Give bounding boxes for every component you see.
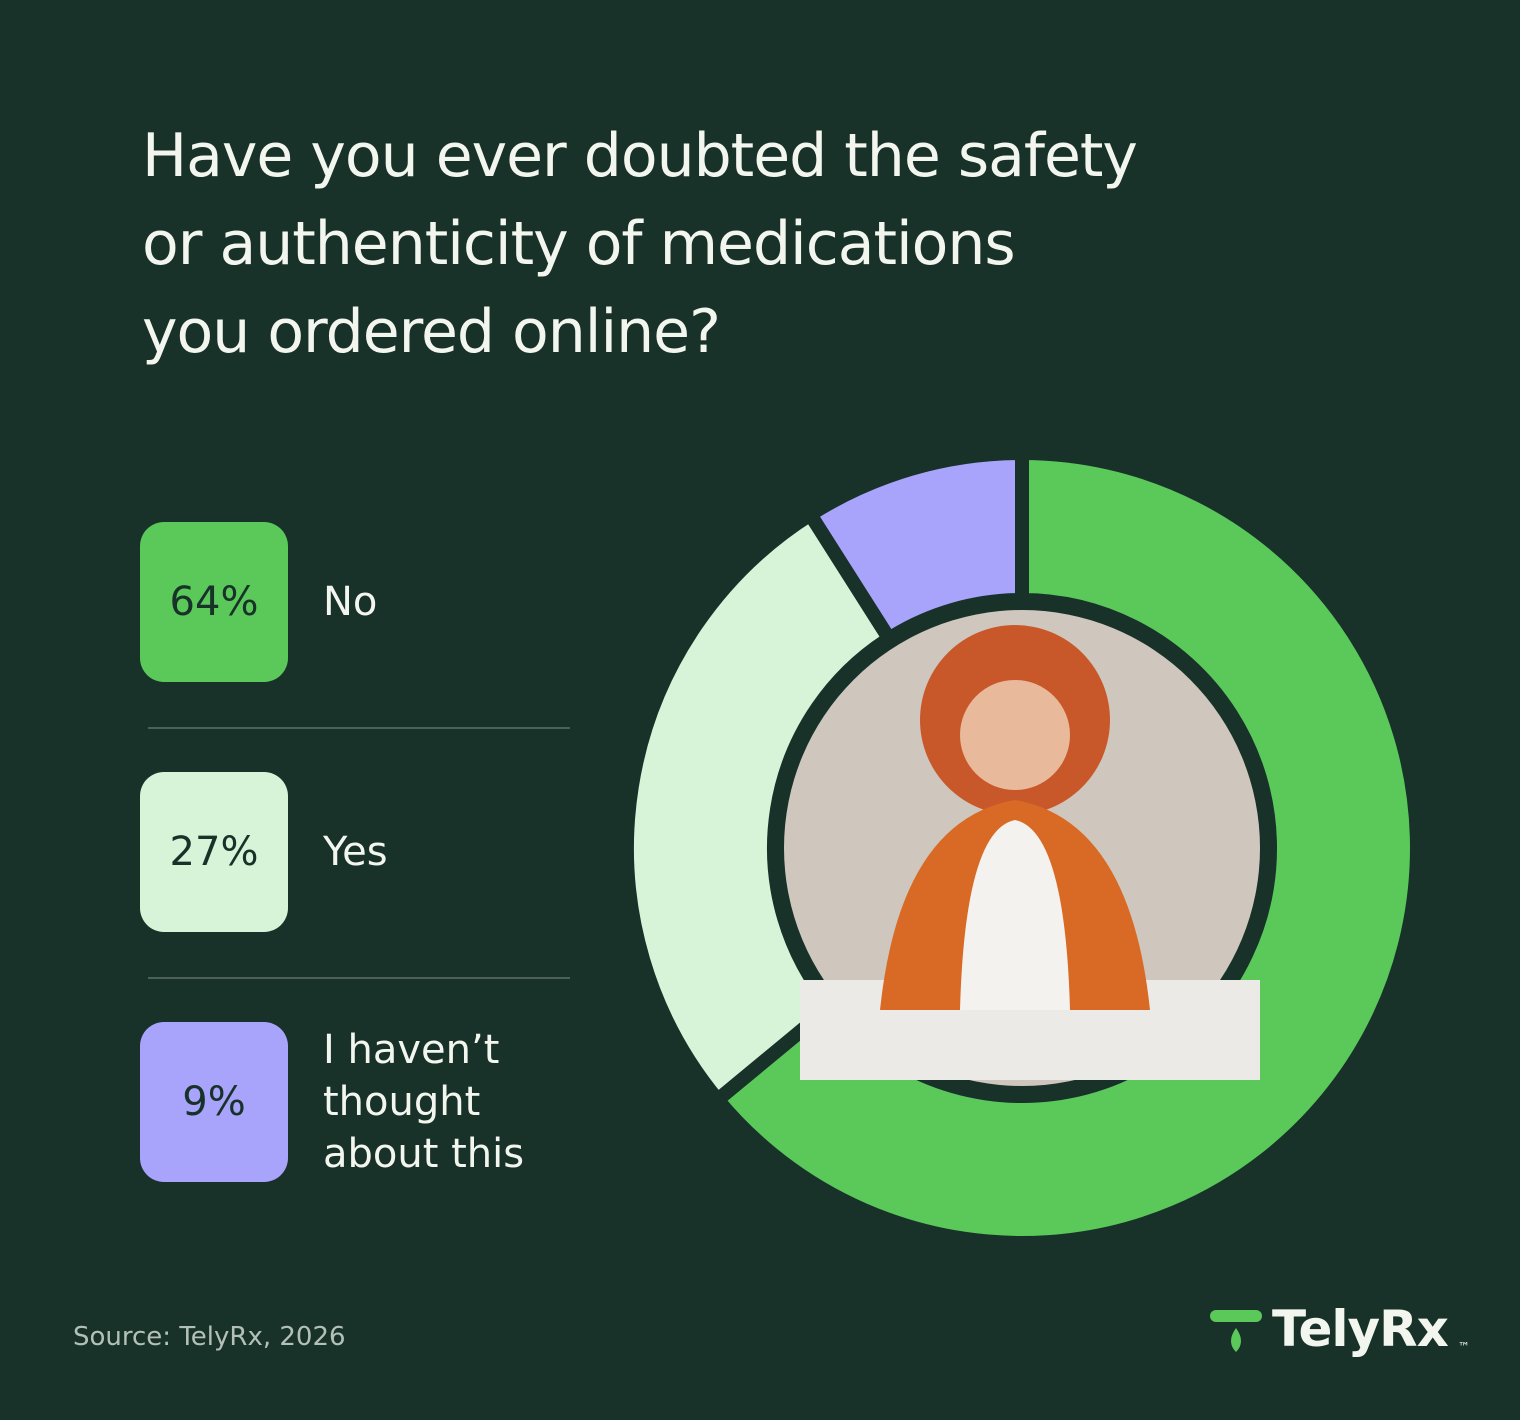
- legend-label: No: [323, 579, 378, 625]
- source: Source: TelyRx, 2026: [73, 1322, 346, 1352]
- legend-value-box: 27%: [140, 772, 288, 932]
- photo-face: [960, 680, 1070, 790]
- donut-segment: [803, 446, 1029, 646]
- legend-value-box: 64%: [140, 522, 288, 682]
- legend-value-box: 9%: [140, 1022, 288, 1182]
- legend-label: Yes: [323, 829, 388, 875]
- legend-label: I haven’t thought about this: [323, 1027, 525, 1177]
- donut-segment: [620, 507, 897, 1107]
- divider: [148, 977, 570, 979]
- chart-title: Have you ever doubted the safety or auth…: [142, 121, 1138, 367]
- brand-mark: ™: [1458, 1340, 1470, 1354]
- brand: TelyRx: [1272, 1300, 1449, 1358]
- photo-shirt: [960, 820, 1070, 1010]
- divider: [148, 727, 570, 729]
- brand-logo-icon: [1210, 1310, 1262, 1352]
